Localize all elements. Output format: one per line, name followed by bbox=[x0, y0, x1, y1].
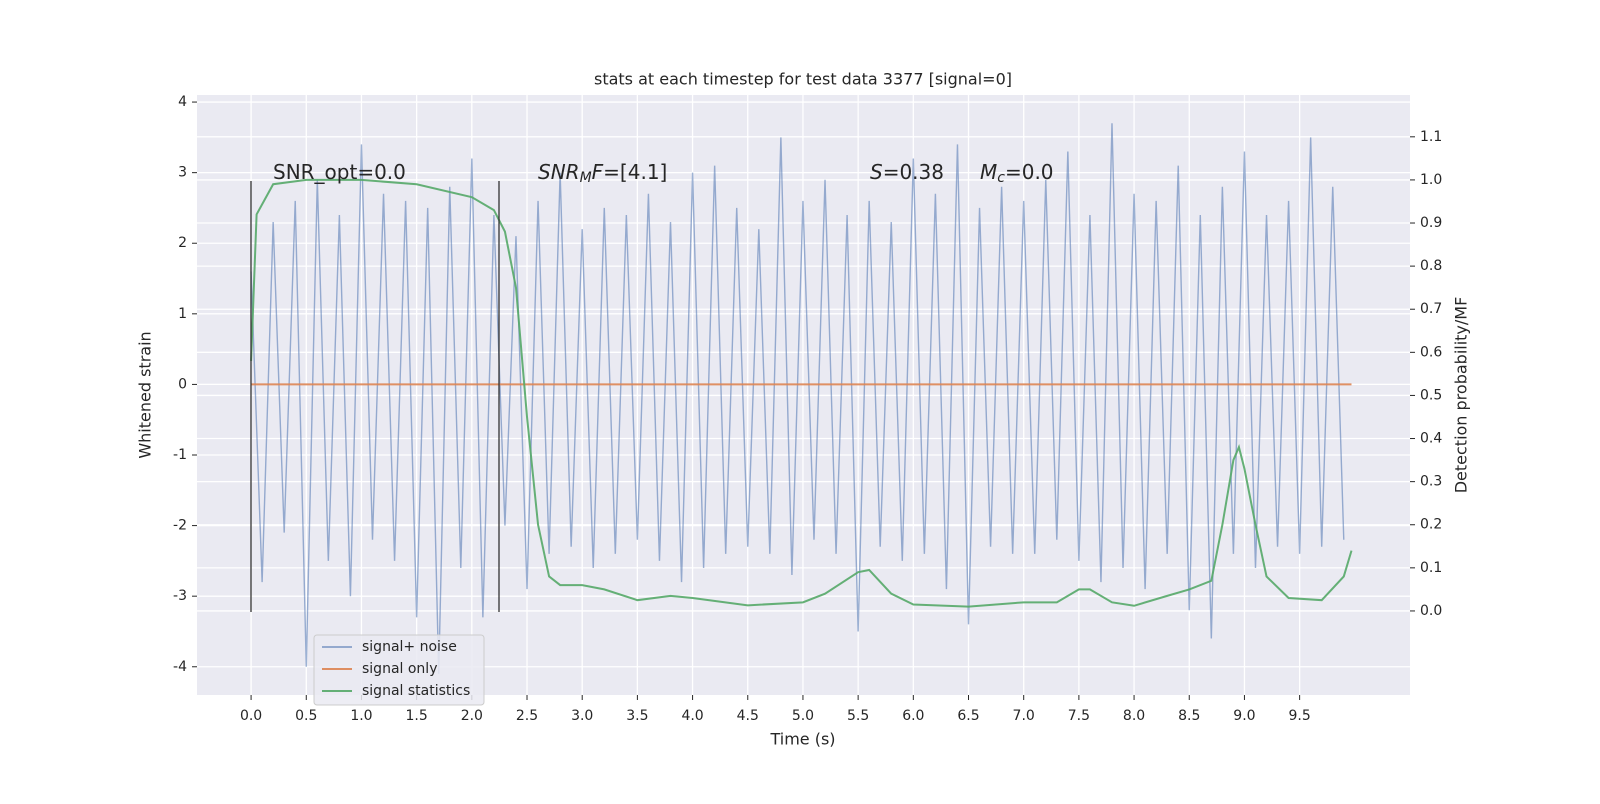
y2-tick-label: 0.2 bbox=[1420, 517, 1442, 533]
x-tick-label: 2.0 bbox=[461, 708, 483, 724]
y2-tick-label: 0.3 bbox=[1420, 474, 1442, 490]
y2-tick-label: 0.7 bbox=[1420, 301, 1442, 317]
y-tick-label: 4 bbox=[178, 94, 187, 110]
x-tick-label: 9.0 bbox=[1233, 708, 1255, 724]
y2-tick-label: 0.1 bbox=[1420, 560, 1442, 576]
y-tick-label: 1 bbox=[178, 306, 187, 322]
x-tick-label: 6.0 bbox=[902, 708, 924, 724]
x-tick-label: 5.5 bbox=[847, 708, 869, 724]
y2-tick-label: 0.4 bbox=[1420, 431, 1442, 447]
y-tick-label: 2 bbox=[178, 235, 187, 251]
y-tick-label: 0 bbox=[178, 376, 187, 392]
annotation-part: SNR_opt=0.0 bbox=[273, 160, 406, 184]
annotation: SNR_opt=0.0 bbox=[273, 160, 406, 184]
legend-box bbox=[313, 634, 485, 706]
x-tick-label: 9.5 bbox=[1288, 708, 1310, 724]
y2-tick-label: 1.0 bbox=[1420, 172, 1442, 188]
annotation-part: SNR bbox=[538, 160, 580, 184]
annotation-part: =0.38 bbox=[883, 160, 944, 184]
series-line bbox=[250, 123, 1345, 674]
x-tick-label: 0.5 bbox=[295, 708, 317, 724]
x-tick-label: 7.0 bbox=[1013, 708, 1035, 724]
y2-tick-label: 0.5 bbox=[1420, 387, 1442, 403]
y2-tick-label: 1.1 bbox=[1420, 129, 1442, 145]
x-tick-label: 2.5 bbox=[516, 708, 538, 724]
legend-label: signal statistics bbox=[362, 683, 470, 699]
y2-tick-label: 0.6 bbox=[1420, 344, 1442, 360]
y-tick-label: -2 bbox=[173, 518, 187, 534]
x-tick-label: 5.0 bbox=[792, 708, 814, 724]
x-tick-label: 3.0 bbox=[571, 708, 593, 724]
legend-label: signal+ noise bbox=[362, 639, 457, 655]
labels: 0.0 0.5 1.0 1.5 2.0 2.5 3.0 3.5 4.0 4.5 5.0 5.5 6.0 6… bbox=[173, 94, 1442, 724]
y-tick-label: 3 bbox=[178, 165, 187, 181]
y2-tick-label: 0.9 bbox=[1420, 215, 1442, 231]
annotation: S=0.38 bbox=[870, 160, 944, 184]
x-tick-label: 0.0 bbox=[240, 708, 262, 724]
y-axis-label: Whitened strain bbox=[136, 331, 155, 458]
x-tick-label: 4.0 bbox=[681, 708, 703, 724]
y2-axis-label: Detection probability/MF bbox=[1452, 297, 1471, 494]
y-tick-label: -4 bbox=[173, 659, 187, 675]
annotation-part: c bbox=[997, 170, 1005, 186]
legend-label: signal only bbox=[362, 661, 437, 677]
annotation: Mc=0.0 bbox=[980, 160, 1054, 187]
x-tick-label: 8.5 bbox=[1178, 708, 1200, 724]
annotation: SNRMF=[4.1] bbox=[538, 160, 667, 187]
y2-tick-label: 0.0 bbox=[1420, 603, 1442, 619]
x-axis-label: Time (s) bbox=[769, 730, 835, 749]
annotation-part: =[4.1] bbox=[603, 160, 667, 184]
y-tick-label: -1 bbox=[173, 447, 187, 463]
annotation-part: M bbox=[980, 160, 997, 184]
y-tick-label: -3 bbox=[173, 588, 187, 604]
x-tick-label: 7.5 bbox=[1068, 708, 1090, 724]
y2-tick-label: 0.8 bbox=[1420, 258, 1442, 274]
x-tick-label: 6.5 bbox=[957, 708, 979, 724]
x-tick-label: 1.5 bbox=[406, 708, 428, 724]
x-tick-label: 4.5 bbox=[737, 708, 759, 724]
x-tick-label: 1.0 bbox=[350, 708, 372, 724]
legend: signal+ noise signal only signal statistic… bbox=[313, 634, 485, 706]
chart-title: stats at each timestep for test data 337… bbox=[594, 70, 1012, 89]
annotation-part: F bbox=[592, 160, 604, 184]
annotation-part: M bbox=[580, 170, 592, 186]
annotation-part: S bbox=[870, 160, 883, 184]
annotation-part: =0.0 bbox=[1005, 160, 1054, 184]
x-tick-label: 3.5 bbox=[626, 708, 648, 724]
x-tick-label: 8.0 bbox=[1123, 708, 1145, 724]
